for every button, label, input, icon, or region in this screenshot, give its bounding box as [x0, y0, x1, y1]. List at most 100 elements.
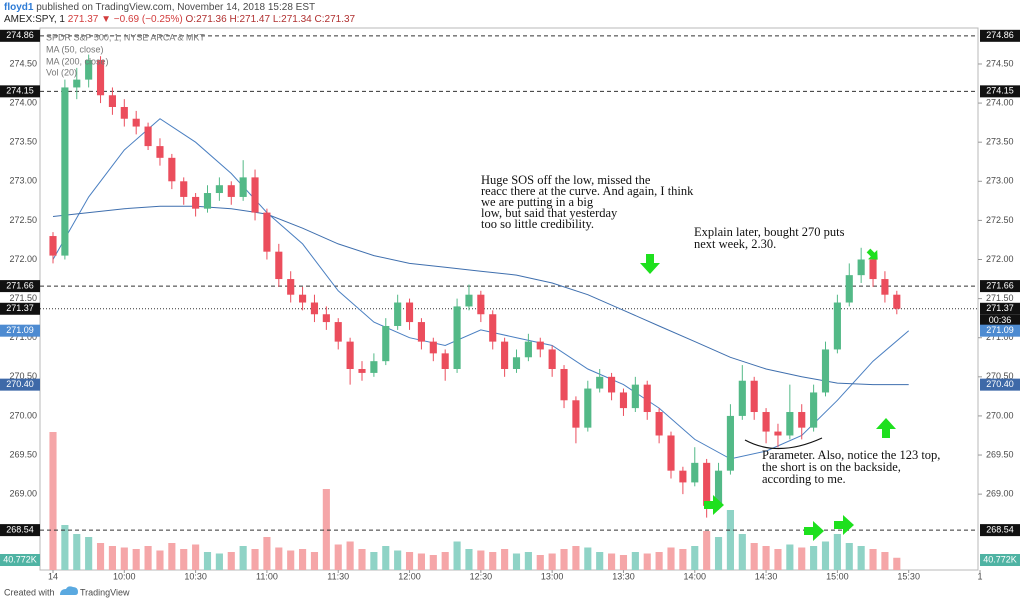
candle-body	[275, 251, 283, 280]
candle-body	[489, 314, 497, 342]
level-box	[980, 85, 1020, 98]
candle-body	[168, 157, 176, 182]
candle-body	[845, 275, 853, 303]
volume-bar	[845, 543, 853, 570]
candle-body	[667, 435, 675, 471]
x-tick-label: 14	[48, 571, 58, 581]
candle-body	[322, 314, 330, 323]
candle-body	[453, 306, 461, 369]
volume-bar	[132, 549, 140, 570]
volume-bar	[833, 534, 841, 570]
candle-body	[61, 87, 69, 256]
candle-body	[762, 412, 770, 432]
volume-bar	[786, 544, 794, 570]
candle-body	[370, 361, 378, 373]
volume-bar	[536, 555, 544, 570]
y-tick-label: 272.50	[9, 215, 37, 225]
volume-bar	[584, 547, 592, 570]
y-tick-label: 271.00	[9, 332, 37, 342]
last-price-box	[0, 302, 40, 315]
volume-bar	[275, 547, 283, 570]
volume-bar	[821, 541, 830, 570]
volume-bar	[417, 553, 425, 570]
x-tick-label: 14:30	[755, 571, 778, 581]
candle-body	[714, 470, 723, 506]
volume-bar	[512, 553, 521, 570]
volume-bar	[750, 543, 758, 570]
volume-bar	[655, 552, 663, 570]
published: published on TradingView.com, November 1…	[36, 2, 315, 13]
candle-body	[501, 341, 509, 369]
legend-ma50: MA (50, close)	[46, 44, 104, 54]
countdown: 00:36	[989, 315, 1012, 325]
x-tick-label: 11:00	[256, 571, 278, 581]
volume-bar	[738, 534, 746, 570]
volume-bar	[405, 552, 414, 570]
y-tick-label: 269.00	[9, 489, 37, 499]
y-tick-label: 271.50	[9, 293, 37, 303]
candle-body	[394, 302, 402, 326]
volume-bar	[643, 553, 651, 570]
volume-bar	[73, 534, 81, 570]
annotation-line: according to me.	[762, 472, 846, 486]
legend-ma200: MA (200, close)	[46, 56, 109, 66]
y-tick-label: 272.50	[986, 215, 1014, 225]
candle-body	[108, 95, 116, 107]
volume-bar	[382, 546, 390, 570]
volume-bar	[453, 541, 461, 570]
candle-body	[786, 412, 794, 436]
footer-created: Created with	[4, 587, 55, 597]
candle-body	[299, 294, 307, 303]
volume-bar	[881, 552, 889, 570]
y-tick-label: 273.50	[986, 137, 1014, 147]
volume-bar	[144, 546, 152, 570]
x-tick-label: 10:00	[113, 571, 136, 581]
candle-body	[287, 279, 295, 295]
annotation-curve	[744, 437, 823, 450]
volume-last-box	[980, 554, 1020, 566]
y-tick-label: 272.00	[9, 254, 37, 264]
candle-body	[798, 412, 806, 428]
candle-body	[441, 353, 449, 369]
candle-body	[334, 322, 342, 342]
volume-bar	[322, 489, 330, 570]
volume-bar	[239, 546, 247, 570]
y-tick-label: 274.00	[9, 97, 37, 107]
y-tick-label: 269.00	[986, 489, 1014, 499]
candle-body	[596, 376, 604, 389]
candle-body	[429, 341, 437, 354]
legend-symbol: SPDR S&P 500, 1, NYSE ARCA & MKT	[46, 32, 205, 42]
x-tick-label: 12:30	[470, 571, 493, 581]
ma-last-label: 270.40	[986, 379, 1014, 389]
x-tick-label: 14:00	[684, 571, 707, 581]
level-box	[980, 280, 1020, 293]
candle-body	[560, 368, 568, 401]
volume-bar	[441, 552, 449, 570]
volume-bar	[667, 547, 675, 570]
volume-bar	[608, 553, 616, 570]
annotation-line: next week, 2.30.	[694, 237, 776, 251]
candle-body	[584, 388, 592, 428]
logo	[60, 586, 78, 595]
volume-bar	[96, 543, 105, 570]
candle-body	[608, 376, 616, 393]
last-price-label: 271.37	[6, 303, 34, 313]
volume-last-box	[0, 554, 40, 566]
ma-last-label: 271.09	[986, 325, 1014, 335]
candle-body	[833, 302, 841, 350]
y-tick-label: 270.50	[9, 371, 37, 381]
x-tick-label: 12:00	[398, 571, 421, 581]
symbol: AMEX:SPY, 1	[4, 14, 65, 25]
volume-bar	[85, 537, 93, 570]
volume-bar	[774, 549, 782, 570]
volume-last-label: 40.772K	[3, 554, 37, 564]
annotation-line: Huge SOS off the low, missed the	[481, 173, 651, 187]
volume-bar	[299, 549, 307, 570]
candle-body	[524, 341, 532, 358]
volume-bar	[156, 550, 164, 570]
y-tick-label: 272.00	[986, 254, 1014, 264]
level-box	[0, 85, 40, 98]
annotation: Explain later, bought 270 puts next week,…	[694, 225, 845, 251]
